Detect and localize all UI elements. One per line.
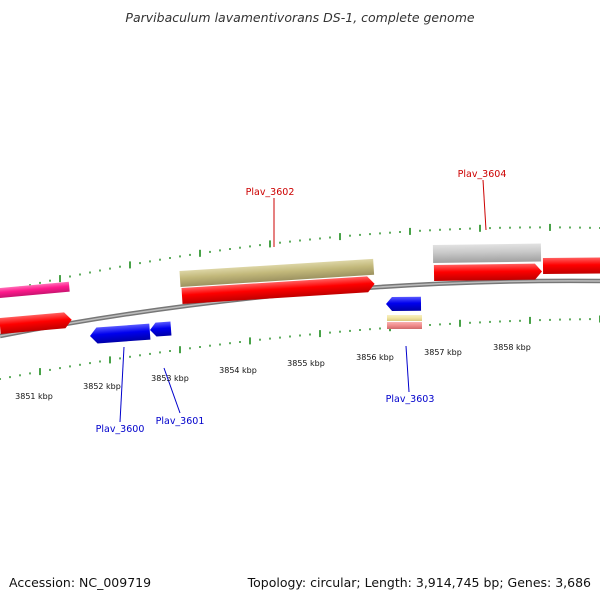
gene-label-plav-3601[interactable]: Plav_3601 — [156, 416, 205, 427]
cds-red-left[interactable] — [0, 312, 72, 334]
gene-label-plav-3600[interactable]: Plav_3600 — [96, 424, 145, 435]
tick-label-3851: 3851 kbp — [15, 392, 53, 401]
cds-plav-3602[interactable] — [181, 276, 375, 304]
tick-label-3855: 3855 kbp — [287, 359, 325, 368]
cds-plav-3604[interactable] — [433, 263, 542, 281]
accession-text: Accession: NC_009719 — [9, 575, 152, 590]
cds-magenta-left[interactable] — [0, 281, 70, 298]
genome-summary-text: Topology: circular; Length: 3,914,745 bp… — [247, 575, 591, 590]
leader-plav-3600 — [119, 346, 125, 423]
feature-pink[interactable] — [387, 322, 422, 329]
map-title: Parvibaculum lavamentivorans DS-1, compl… — [125, 10, 475, 25]
gene-label-plav-3603[interactable]: Plav_3603 — [386, 394, 435, 405]
cds-plav-3603[interactable] — [386, 296, 422, 311]
tick-label-3857: 3857 kbp — [424, 348, 462, 357]
leader-plav-3601 — [163, 367, 181, 414]
cds-plav-3601[interactable] — [149, 321, 172, 337]
cds-red-right[interactable] — [542, 257, 600, 274]
feature-cream[interactable] — [387, 315, 422, 321]
tick-label-3858: 3858 kbp — [493, 343, 531, 352]
tick-label-3856: 3856 kbp — [356, 353, 394, 362]
tick-label-3852: 3852 kbp — [83, 382, 121, 391]
cds-plav-3600[interactable] — [89, 323, 151, 344]
leader-plav-3604 — [482, 179, 487, 231]
leader-plav-3603 — [405, 345, 410, 393]
gene-label-plav-3604[interactable]: Plav_3604 — [458, 169, 507, 180]
tick-label-3853: 3853 kbp — [151, 374, 189, 383]
cds-plav-3604-gray[interactable] — [432, 243, 542, 263]
tick-label-3854: 3854 kbp — [219, 366, 257, 375]
reverse-tick-ring — [0, 315, 600, 380]
forward-tick-ring — [0, 223, 600, 293]
gene-label-plav-3602[interactable]: Plav_3602 — [246, 187, 295, 198]
cds-plav-3602-olive[interactable] — [179, 258, 375, 287]
